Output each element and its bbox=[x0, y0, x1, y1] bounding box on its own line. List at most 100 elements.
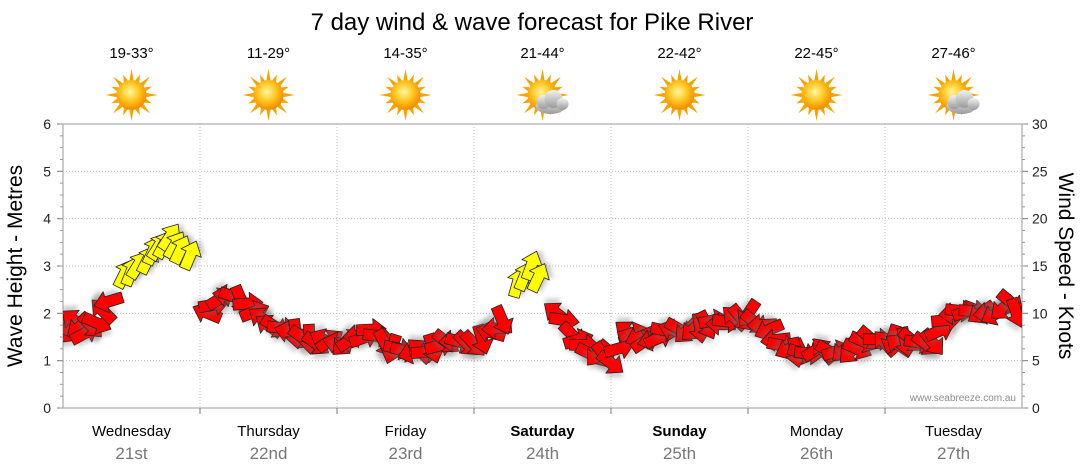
day-temperature: 22-45° bbox=[794, 45, 838, 62]
credit-text: www.seabreeze.com.au bbox=[909, 393, 1016, 404]
sun-ray bbox=[397, 74, 402, 83]
sun-ray bbox=[933, 98, 941, 104]
sun-ray bbox=[551, 76, 561, 86]
sunny-icon bbox=[105, 69, 158, 121]
sun-ray bbox=[808, 107, 813, 116]
left-tick-label: 2 bbox=[43, 305, 51, 321]
sun-ray bbox=[935, 104, 945, 114]
day-name-label: Sunday bbox=[652, 423, 707, 440]
sun-ray bbox=[248, 98, 256, 104]
day-name-label: Thursday bbox=[237, 423, 300, 440]
sun-ray bbox=[829, 98, 837, 104]
sun-ray bbox=[659, 86, 667, 92]
wind-arrow bbox=[469, 323, 494, 359]
sun-ray bbox=[820, 107, 825, 116]
day-name-label: Tuesday bbox=[925, 423, 982, 440]
sun-ray bbox=[671, 74, 676, 83]
sun-ray bbox=[829, 86, 837, 92]
chart-title: 7 day wind & wave forecast for Pike Rive… bbox=[311, 9, 754, 36]
left-tick-label: 3 bbox=[43, 258, 51, 274]
sun-ray bbox=[113, 104, 123, 114]
sun-ray bbox=[522, 86, 530, 92]
day-date-label: 24th bbox=[526, 444, 559, 463]
sun-ray bbox=[135, 74, 140, 83]
day-name-label: Friday bbox=[385, 423, 427, 440]
sun-disc bbox=[253, 80, 284, 110]
sun-ray bbox=[266, 69, 271, 81]
day-date-label: 21st bbox=[115, 444, 147, 463]
sun-ray bbox=[555, 86, 563, 92]
sun-ray bbox=[692, 98, 700, 104]
sun-ray bbox=[420, 92, 432, 98]
left-tick-label: 5 bbox=[43, 163, 51, 179]
sun-ray bbox=[825, 76, 835, 86]
axis-minor-ticks bbox=[57, 123, 1028, 409]
right-tick-label: 15 bbox=[1032, 258, 1048, 274]
weather-row: 19-33° 11-29° 14-35° 21-44° 22-42° 22-45° 27-4… bbox=[105, 45, 980, 121]
wind-arrow bbox=[1003, 296, 1022, 332]
sun-ray bbox=[242, 92, 254, 98]
right-tick-label: 25 bbox=[1032, 163, 1048, 179]
sun-ray bbox=[820, 74, 825, 83]
wind-arrow bbox=[89, 288, 125, 314]
wind-series bbox=[191, 279, 514, 368]
partly-cloudy-icon bbox=[927, 69, 980, 121]
sun-ray bbox=[403, 69, 408, 81]
sun-ray bbox=[935, 76, 945, 86]
wind-series bbox=[63, 288, 125, 348]
day-date-label: 27th bbox=[937, 444, 970, 463]
sun-ray bbox=[281, 98, 289, 104]
wind-series bbox=[112, 223, 207, 290]
sun-ray bbox=[129, 109, 134, 121]
sun-ray bbox=[524, 104, 534, 114]
sun-ray bbox=[144, 86, 152, 92]
day-name-label: Wednesday bbox=[92, 423, 171, 440]
sun-ray bbox=[661, 104, 671, 114]
sun-ray bbox=[694, 92, 706, 98]
day-temperature: 19-33° bbox=[109, 45, 153, 62]
sun-ray bbox=[283, 92, 295, 98]
sun-ray bbox=[790, 92, 802, 98]
sun-disc bbox=[116, 80, 147, 110]
left-tick-label: 1 bbox=[43, 353, 51, 369]
sun-ray bbox=[688, 104, 698, 114]
sun-ray bbox=[522, 98, 530, 104]
sunny-icon bbox=[242, 69, 295, 121]
right-tick-label: 5 bbox=[1032, 353, 1040, 369]
sun-ray bbox=[387, 104, 397, 114]
sun-ray bbox=[146, 92, 158, 98]
sun-disc bbox=[390, 80, 421, 110]
sun-ray bbox=[409, 107, 414, 116]
sun-ray bbox=[414, 76, 424, 86]
sun-ray bbox=[111, 86, 119, 92]
sun-disc bbox=[801, 80, 832, 110]
sun-ray bbox=[796, 86, 804, 92]
sun-ray bbox=[379, 92, 391, 98]
sun-ray bbox=[671, 107, 676, 116]
day-name-label: Saturday bbox=[510, 423, 575, 440]
sun-ray bbox=[129, 69, 134, 81]
sun-ray bbox=[272, 74, 277, 83]
sun-ray bbox=[957, 74, 962, 83]
sun-ray bbox=[250, 104, 260, 114]
day-date-label: 26th bbox=[800, 444, 833, 463]
cloud-shape bbox=[946, 90, 980, 114]
day-divider-lines bbox=[199, 124, 886, 414]
wind-arrows bbox=[63, 223, 1022, 379]
day-temperature: 27-46° bbox=[931, 45, 975, 62]
sun-ray bbox=[814, 69, 819, 81]
day-date-label: 23rd bbox=[388, 444, 422, 463]
sun-ray bbox=[105, 92, 117, 98]
sun-ray bbox=[260, 107, 265, 116]
sun-ray bbox=[677, 109, 682, 121]
sun-ray bbox=[272, 107, 277, 116]
left-tick-label: 6 bbox=[43, 116, 51, 132]
sun-ray bbox=[798, 104, 808, 114]
day-date-label: 22nd bbox=[250, 444, 288, 463]
sun-ray bbox=[692, 86, 700, 92]
sun-ray bbox=[962, 76, 972, 86]
sun-ray bbox=[113, 76, 123, 86]
left-tick-label: 0 bbox=[43, 400, 51, 416]
sun-ray bbox=[387, 76, 397, 86]
wind-series bbox=[544, 288, 1022, 379]
